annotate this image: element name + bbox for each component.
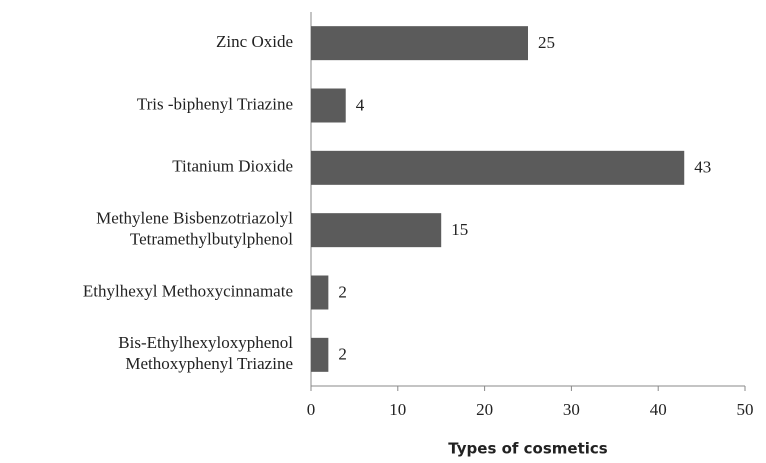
bar [311,275,329,310]
y-tick-label: Methylene Bisbenzotriazolyl [96,209,293,228]
y-tick-label: Titanium Dioxide [172,157,293,176]
x-tick-label: 40 [650,400,667,419]
y-tick-label: Tetramethylbutylphenol [130,230,293,249]
bar [311,213,442,248]
x-tick-label: 30 [563,400,580,419]
x-tick-label: 0 [307,400,316,419]
data-label: 43 [694,158,711,177]
bar [311,150,685,185]
data-label: 4 [356,95,365,114]
x-tick-label: 20 [476,400,493,419]
data-label: 2 [338,345,347,364]
y-tick-label: Methoxyphenyl Triazine [125,354,293,373]
x-tick-label: 10 [389,400,406,419]
data-label: 25 [538,33,555,52]
bar [311,337,329,372]
data-label: 15 [451,220,468,239]
y-tick-label: Ethylhexyl Methoxycinnamate [83,281,293,300]
y-tick-label: Tris -biphenyl Triazine [137,94,293,113]
bar [311,88,346,123]
y-tick-label: Zinc Oxide [216,32,293,51]
data-label: 2 [338,282,347,301]
x-axis-title: Types of cosmetics [448,440,607,458]
y-tick-label: Bis-Ethylhexyloxyphenol [118,333,293,352]
bar [311,26,528,61]
x-tick-label: 50 [737,400,754,419]
